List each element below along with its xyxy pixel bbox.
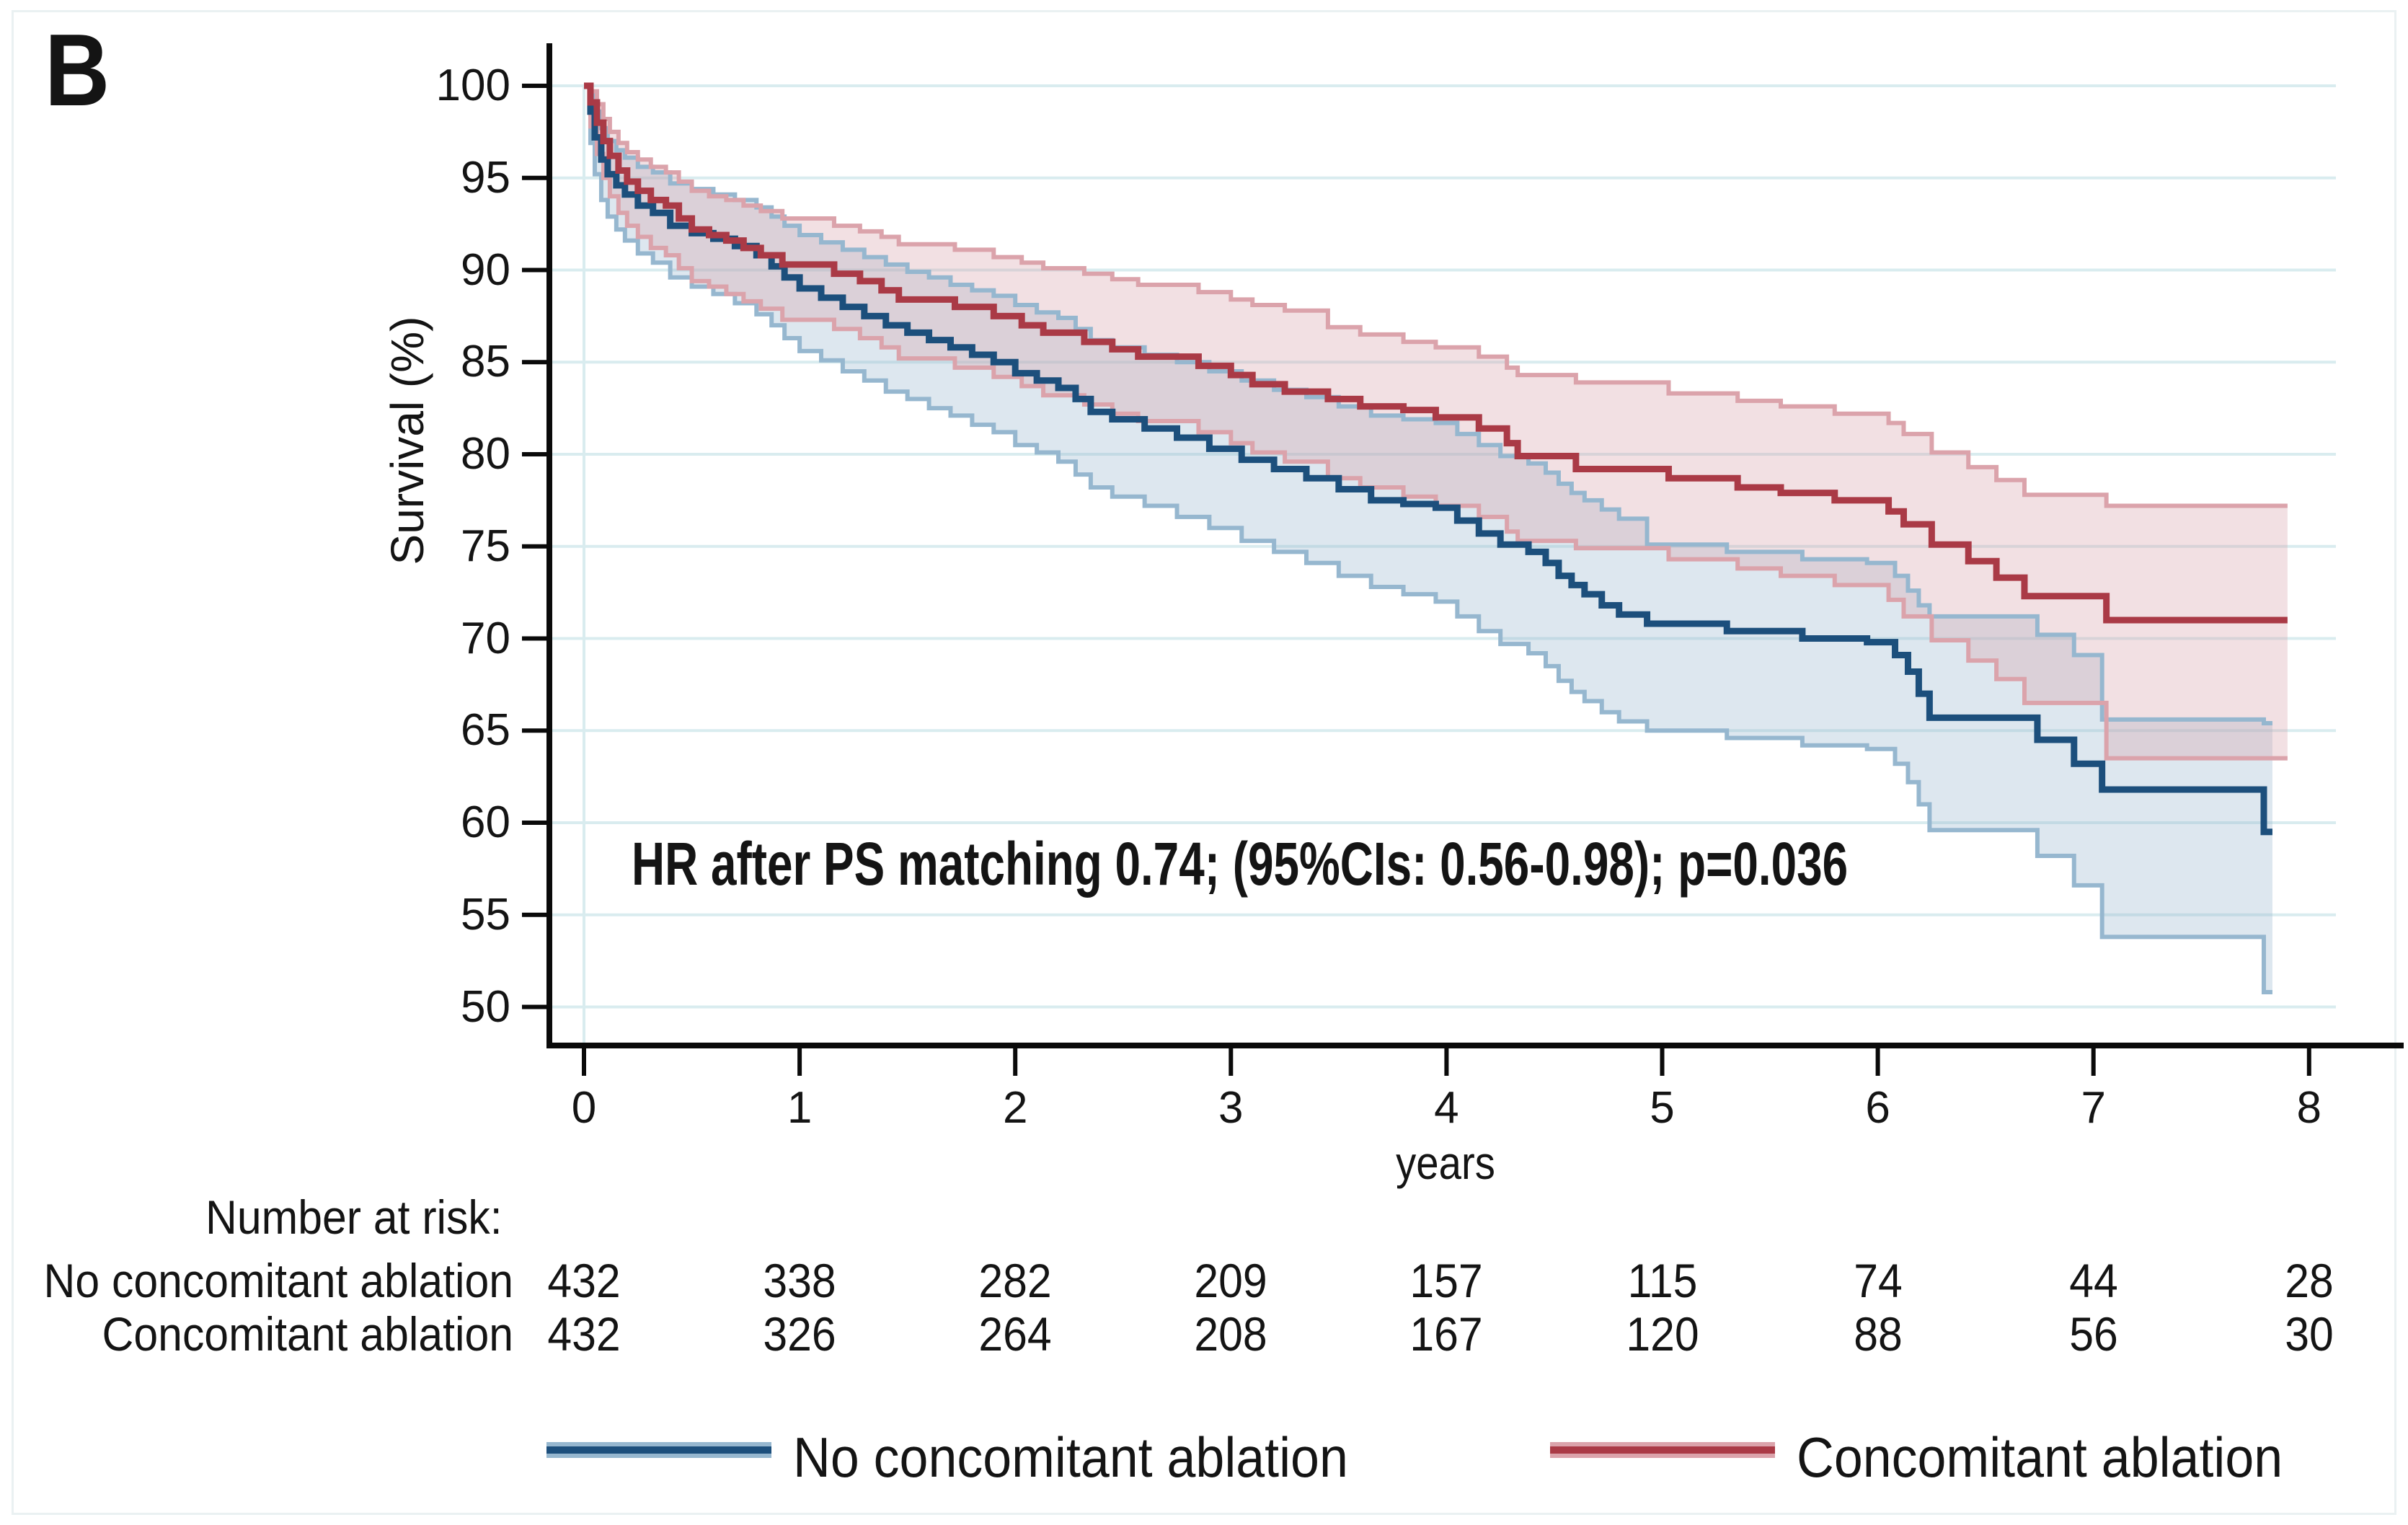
panel-label: B [45,13,110,128]
y-tick-label-60: 60 [461,797,510,847]
legend-line-no-concomitant-ablation [546,1442,771,1458]
km-curve-concomitant-ablation [584,82,2288,624]
risk-count-row1-year1: 326 [763,1307,836,1361]
risk-count-row1-year0: 432 [547,1307,621,1361]
risk-count-row1-year2: 264 [978,1307,1052,1361]
legend-label-no-concomitant-ablation: No concomitant ablation [793,1425,1348,1489]
hazard-ratio-annotation: HR after PS matching 0.74; (95%CIs: 0.56… [632,830,1849,898]
y-tick-label-55: 55 [461,889,510,940]
risk-count-row0-year5: 115 [1627,1254,1697,1307]
x-tick-label-4: 4 [1434,1083,1459,1133]
x-tick-label-3: 3 [1218,1083,1244,1133]
risk-row-label-no-concomitant-ablation: No concomitant ablation [43,1254,513,1307]
risk-count-row0-year8: 28 [2285,1254,2334,1307]
risk-table-title: Number at risk: [205,1190,503,1244]
legend-line-core-blue [546,1446,771,1454]
ci-upper-concomitant-ablation [584,84,2288,508]
risk-count-row0-year1: 338 [763,1254,836,1307]
risk-count-row0-year7: 44 [2068,1254,2118,1307]
y-tick-label-75: 75 [461,521,510,571]
x-tick-label-8: 8 [2296,1083,2322,1133]
legend-line-concomitant-ablation [1550,1442,1775,1458]
risk-count-row1-year5: 120 [1625,1307,1699,1361]
x-tick-label-5: 5 [1650,1083,1675,1133]
y-tick-label-100: 100 [435,61,510,110]
risk-count-row0-year6: 74 [1853,1254,1903,1307]
ci-lower-concomitant-ablation [584,84,2288,761]
x-tick-label-2: 2 [1002,1083,1028,1133]
y-tick-label-50: 50 [461,981,510,1032]
risk-count-row1-year7: 56 [2068,1307,2118,1361]
risk-count-row1-year8: 30 [2285,1307,2334,1361]
risk-count-row1-year6: 88 [1853,1307,1903,1361]
risk-row-label-concomitant-ablation: Concomitant ablation [102,1307,514,1361]
y-tick-label-80: 80 [461,429,510,479]
risk-count-row1-year3: 208 [1194,1307,1267,1361]
x-tick-label-6: 6 [1865,1083,1890,1133]
x-tick-label-0: 0 [571,1083,597,1133]
y-tick-label-95: 95 [461,152,510,203]
y-tick-label-90: 90 [461,244,510,295]
ci-upper-no-concomitant-ablation [584,84,2272,726]
y-tick-label-65: 65 [461,705,510,756]
x-axis-title: years [1396,1137,1495,1189]
risk-count-row1-year4: 167 [1409,1307,1484,1361]
legend-label-concomitant-ablation: Concomitant ablation [1797,1425,2283,1489]
risk-count-row0-year4: 157 [1409,1254,1484,1307]
y-tick-label-85: 85 [461,337,510,387]
y-tick-label-70: 70 [461,613,510,663]
risk-count-row0-year2: 282 [978,1254,1052,1307]
risk-count-row0-year0: 432 [547,1254,621,1307]
legend-line-core-red [1550,1446,1775,1454]
x-tick-label-7: 7 [2081,1083,2106,1133]
risk-count-row0-year3: 209 [1194,1254,1267,1307]
ci-band-no-concomitant-ablation [584,86,2272,993]
x-tick-label-1: 1 [787,1083,813,1133]
